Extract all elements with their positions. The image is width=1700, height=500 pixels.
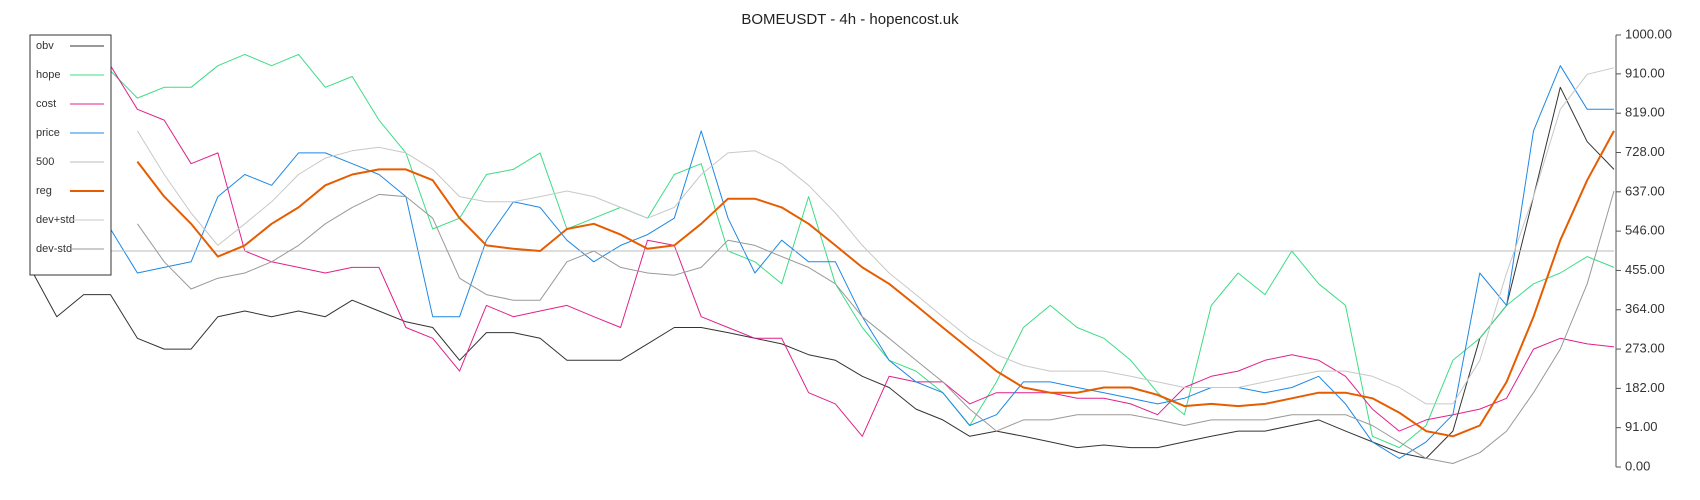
y-tick-label: 546.00 <box>1625 223 1665 238</box>
series-line <box>110 65 1615 437</box>
y-tick-label: 182.00 <box>1625 380 1665 395</box>
legend-label: price <box>36 127 60 139</box>
legend-label: reg <box>36 185 52 197</box>
y-tick-label: 1000.00 <box>1625 26 1672 41</box>
legend-label: 500 <box>36 156 54 168</box>
legend-label: dev-std <box>36 243 72 255</box>
series-line <box>110 53 1615 449</box>
chart-title: BOMEUSDT - 4h - hopencost.uk <box>741 11 959 28</box>
y-tick-label: 637.00 <box>1625 183 1665 198</box>
y-tick-label: 455.00 <box>1625 262 1665 277</box>
legend-label: cost <box>36 98 56 110</box>
y-tick-label: 0.00 <box>1625 458 1650 473</box>
y-tick-label: 273.00 <box>1625 341 1665 356</box>
y-tick-label: 910.00 <box>1625 65 1665 80</box>
series-line <box>136 130 1615 438</box>
legend-label: hope <box>36 69 60 81</box>
legend-label: dev+std <box>36 214 75 226</box>
series-line <box>136 67 1615 405</box>
y-tick-label: 91.00 <box>1625 419 1658 434</box>
y-tick-label: 819.00 <box>1625 105 1665 120</box>
series-line <box>136 190 1615 464</box>
y-tick-label: 728.00 <box>1625 144 1665 159</box>
series-line <box>29 86 1615 459</box>
y-tick-label: 364.00 <box>1625 301 1665 316</box>
legend-label: obv <box>36 40 54 52</box>
legend: obv hope cost price 500 reg dev+std dev-std <box>29 34 112 276</box>
